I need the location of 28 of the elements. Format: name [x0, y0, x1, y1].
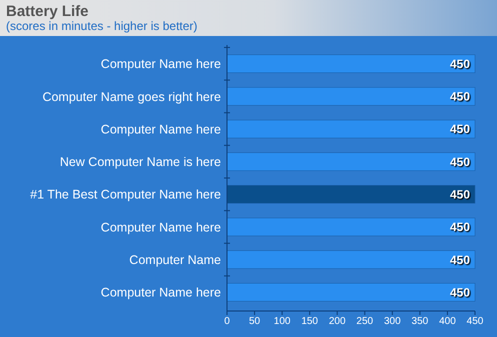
- y-tick-label: Computer Name here: [100, 57, 222, 72]
- x-tick-label: 100: [274, 316, 291, 327]
- data-label: 450: [450, 285, 470, 300]
- data-label: 450: [450, 188, 470, 202]
- x-tick-label: 200: [328, 316, 346, 327]
- data-label: 450: [450, 122, 470, 136]
- y-tick-label: New Computer Name is here: [60, 155, 222, 170]
- x-tick-label: 150: [301, 316, 318, 327]
- y-tick-label: Computer Name goes right here: [42, 90, 222, 104]
- data-label: 450: [450, 252, 470, 267]
- x-tick-label: 400: [439, 316, 456, 327]
- y-tick-label: Computer Name here: [100, 122, 222, 136]
- x-tick-label: 300: [384, 316, 402, 327]
- x-tick-label: 0: [224, 316, 230, 327]
- x-tick-label: 350: [412, 316, 429, 327]
- data-label: 450: [450, 154, 470, 169]
- x-tick-label: 450: [466, 316, 484, 327]
- y-tick-label: Computer Name here: [100, 286, 222, 300]
- y-tick-label: Computer Name here: [100, 220, 222, 234]
- y-tick-label: Computer Name: [129, 252, 222, 267]
- text: (scores in minutes - higher is better): [6, 19, 198, 33]
- x-tick-label: 50: [248, 316, 261, 327]
- y-tick-label: #1 The Best Computer Name here: [30, 188, 222, 202]
- data-label: 450: [450, 56, 470, 71]
- x-tick-label: 250: [356, 316, 374, 327]
- data-label: 450: [450, 220, 470, 234]
- text: Battery Life: [6, 3, 89, 20]
- data-label: 450: [450, 90, 470, 104]
